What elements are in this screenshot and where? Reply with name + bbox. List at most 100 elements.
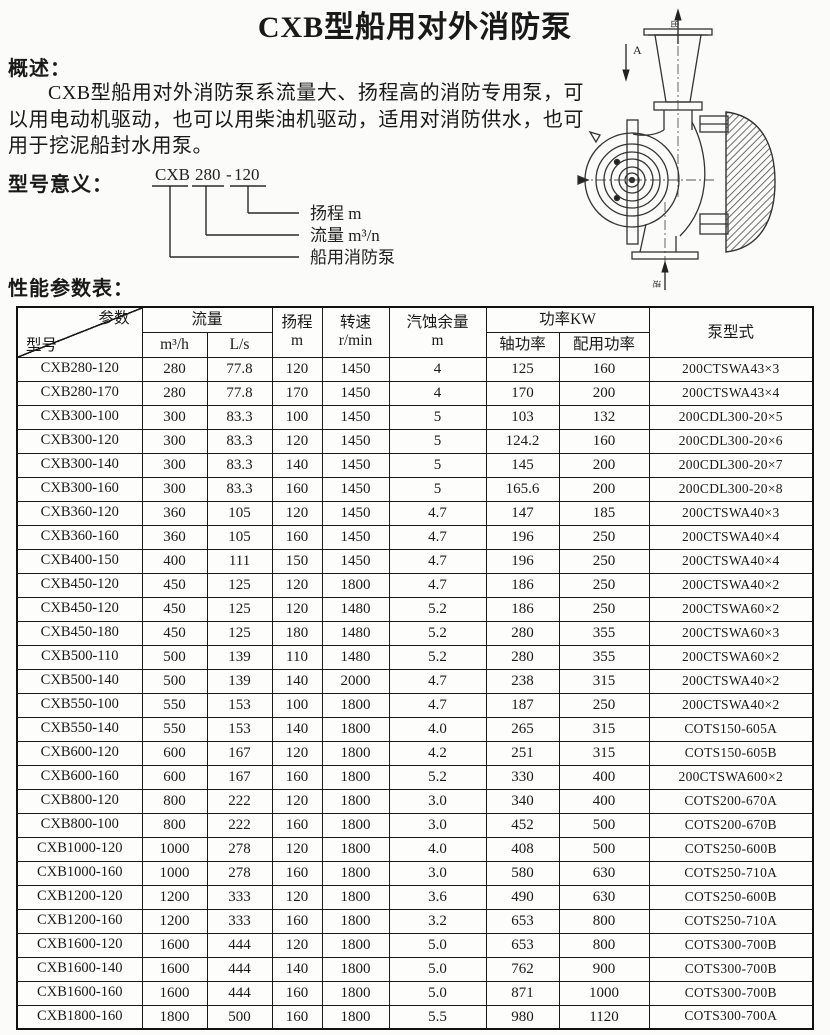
cell-pump-type: 200CTSWA60×2 <box>648 644 814 670</box>
corner-cell: 参数 型号 <box>16 306 143 358</box>
outlet-arrow-icon <box>674 8 682 44</box>
cell-shaft-power: 238 <box>485 668 560 694</box>
inlet-label: 进 <box>652 280 661 288</box>
cell-rated-power: 160 <box>558 356 650 382</box>
cell-speed: 1450 <box>321 404 390 430</box>
table-row: CXB1800-160 1800 500 160 1800 5.5 980 11… <box>16 1004 814 1030</box>
cell-npsh: 5.2 <box>388 620 487 646</box>
cell-rated-power: 400 <box>558 764 650 790</box>
overview-paragraph: CXB型船用对外消防泵系流量大、扬程高的消防专用泵，可以用电动机驱动，也可以用柴… <box>8 82 584 157</box>
cell-model: CXB1000-120 <box>16 836 143 862</box>
cell-head: 160 <box>271 1004 323 1030</box>
cell-shaft-power: 165.6 <box>485 476 560 502</box>
cell-model: CXB550-100 <box>16 692 143 718</box>
cell-pump-type: 200CDL300-20×8 <box>648 476 814 502</box>
table-row: CXB1600-140 1600 444 140 1800 5.0 762 90… <box>16 956 814 982</box>
header-speed-unit: r/min <box>338 332 373 350</box>
table-row: CXB280-170 280 77.8 170 1450 4 170 200 2… <box>16 380 814 406</box>
cell-flow-ls: 444 <box>206 980 273 1006</box>
cell-head: 120 <box>271 428 323 454</box>
cell-flow-m3h: 1800 <box>141 1004 208 1030</box>
cell-head: 160 <box>271 908 323 934</box>
table-row: CXB1200-120 1200 333 120 1800 3.6 490 63… <box>16 884 814 910</box>
cell-pump-type: 200CTSWA40×2 <box>648 692 814 718</box>
cell-pump-type: COTS200-670B <box>648 812 814 838</box>
cell-model: CXB1600-120 <box>16 932 143 958</box>
cell-rated-power: 250 <box>558 572 650 598</box>
cell-speed: 1800 <box>321 692 390 718</box>
cell-npsh: 5.0 <box>388 956 487 982</box>
cell-npsh: 3.0 <box>388 812 487 838</box>
performance-table: 参数 型号 流量 扬程 m 转速 r/min 汽蚀余量 m 功率KW 泵型式 m… <box>16 306 815 1030</box>
cell-pump-type: 200CTSWA600×2 <box>648 764 814 790</box>
cell-pump-type: 200CTSWA43×4 <box>648 380 814 406</box>
discharge-cone <box>632 28 713 237</box>
cell-head: 120 <box>271 884 323 910</box>
motor-dome <box>725 111 776 253</box>
table-row: CXB550-140 550 153 140 1800 4.0 265 315 … <box>16 716 814 742</box>
header-rated-power: 配用功率 <box>558 331 650 358</box>
header-power: 功率KW <box>485 306 650 333</box>
cell-pump-type: COTS300-700B <box>648 956 814 982</box>
cell-flow-m3h: 800 <box>141 812 208 838</box>
cell-npsh: 5.5 <box>388 1004 487 1030</box>
cell-flow-ls: 125 <box>206 572 273 598</box>
cell-flow-m3h: 1600 <box>141 956 208 982</box>
cell-npsh: 4.7 <box>388 524 487 550</box>
cell-pump-type: COTS300-700A <box>648 1004 814 1030</box>
cell-flow-ls: 83.3 <box>206 404 273 430</box>
cell-model: CXB450-180 <box>16 620 143 646</box>
cell-rated-power: 800 <box>558 932 650 958</box>
header-pump-type: 泵型式 <box>648 306 814 358</box>
cell-npsh: 5.2 <box>388 644 487 670</box>
cell-flow-m3h: 400 <box>141 548 208 574</box>
cell-head: 180 <box>271 620 323 646</box>
model-code-separator: - <box>226 165 232 184</box>
table-row: CXB300-100 300 83.3 100 1450 5 103 132 2… <box>16 404 814 430</box>
cell-npsh: 4.2 <box>388 740 487 766</box>
table-row: CXB1000-160 1000 278 160 1800 3.0 580 63… <box>16 860 814 886</box>
cell-head: 140 <box>271 452 323 478</box>
cell-head: 120 <box>271 836 323 862</box>
cell-speed: 1450 <box>321 356 390 382</box>
cell-model: CXB300-100 <box>16 404 143 430</box>
cell-pump-type: COTS250-600B <box>648 836 814 862</box>
cell-flow-m3h: 360 <box>141 524 208 550</box>
cell-npsh: 5 <box>388 404 487 430</box>
performance-table-heading: 性能参数表： <box>8 278 134 300</box>
cell-rated-power: 1000 <box>558 980 650 1006</box>
cell-npsh: 3.6 <box>388 884 487 910</box>
cell-rated-power: 400 <box>558 788 650 814</box>
cell-rated-power: 200 <box>558 476 650 502</box>
volute-casing <box>577 119 680 245</box>
cell-pump-type: 200CTSWA60×3 <box>648 620 814 646</box>
cell-npsh: 4 <box>388 356 487 382</box>
cell-flow-m3h: 450 <box>141 572 208 598</box>
table-row: CXB1600-120 1600 444 120 1800 5.0 653 80… <box>16 932 814 958</box>
cell-speed: 1450 <box>321 500 390 526</box>
cell-shaft-power: 196 <box>485 548 560 574</box>
cell-model: CXB1600-140 <box>16 956 143 982</box>
cell-npsh: 5 <box>388 428 487 454</box>
cell-shaft-power: 580 <box>485 860 560 886</box>
cell-rated-power: 900 <box>558 956 650 982</box>
header-flow: 流量 <box>141 306 273 333</box>
cell-shaft-power: 871 <box>485 980 560 1006</box>
cell-head: 120 <box>271 356 323 382</box>
cell-flow-m3h: 1000 <box>141 860 208 886</box>
model-meaning-heading: 型号意义： <box>8 174 113 196</box>
cell-head: 150 <box>271 548 323 574</box>
cell-rated-power: 1120 <box>558 1004 650 1030</box>
cell-flow-m3h: 500 <box>141 644 208 670</box>
cell-rated-power: 630 <box>558 860 650 886</box>
cell-speed: 1800 <box>321 908 390 934</box>
cell-speed: 1800 <box>321 572 390 598</box>
cell-rated-power: 800 <box>558 908 650 934</box>
cell-npsh: 3.2 <box>388 908 487 934</box>
cell-flow-m3h: 360 <box>141 500 208 526</box>
cell-flow-ls: 139 <box>206 668 273 694</box>
header-speed: 转速 r/min <box>321 306 390 358</box>
cell-pump-type: COTS250-710A <box>648 908 814 934</box>
cell-flow-ls: 77.8 <box>206 356 273 382</box>
cell-flow-m3h: 450 <box>141 620 208 646</box>
